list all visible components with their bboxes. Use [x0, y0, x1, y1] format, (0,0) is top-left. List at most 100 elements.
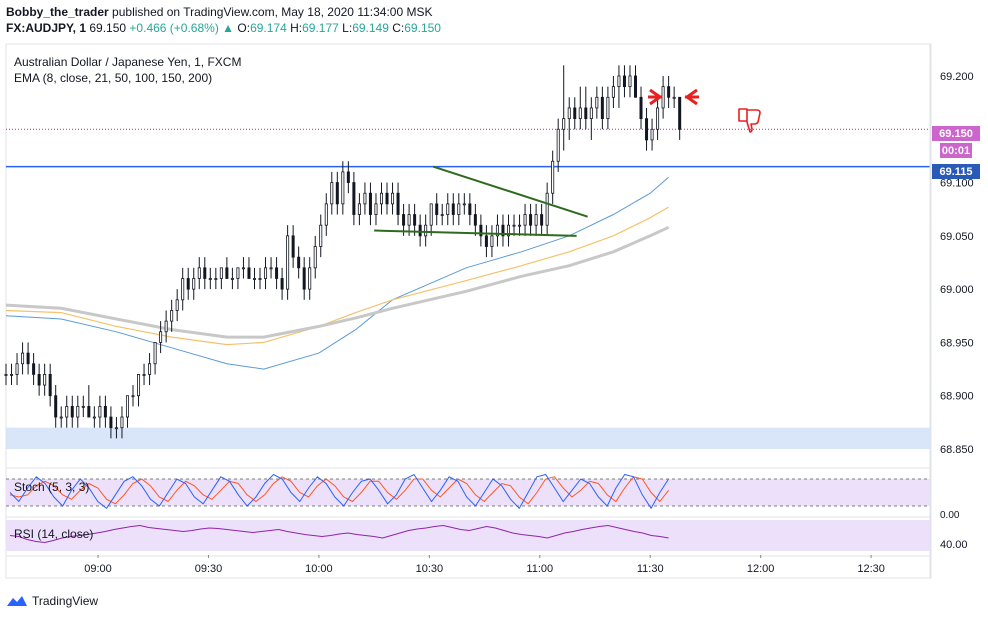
- candle: [4, 363, 8, 386]
- rsi-tick-label: 0.00: [940, 510, 960, 521]
- triangle-trendline-1[interactable]: [432, 165, 588, 218]
- stoch-legend: Stoch (5, 3, 3): [14, 480, 89, 494]
- candle: [280, 267, 284, 300]
- footer: TradingView: [6, 590, 98, 612]
- candle: [418, 214, 422, 247]
- candle: [247, 257, 251, 279]
- candle: [551, 150, 555, 204]
- candle: [297, 246, 301, 279]
- price-change: +0.466 (+0.68%): [129, 21, 219, 35]
- brand-name[interactable]: TradingView: [32, 594, 99, 608]
- candle: [523, 203, 527, 236]
- ema-line-0: [5, 176, 669, 370]
- support-zone: [6, 427, 930, 450]
- candle: [241, 257, 245, 279]
- candle: [617, 65, 621, 108]
- candle: [429, 203, 433, 236]
- candle: [21, 342, 25, 375]
- candle: [346, 161, 350, 194]
- candle: [567, 97, 571, 140]
- candle: [391, 182, 395, 215]
- stoch-k-line: [9, 473, 670, 510]
- candle: [529, 203, 533, 236]
- candle: [214, 267, 218, 290]
- thumbs-down-icon: [738, 108, 761, 133]
- candle: [120, 406, 124, 439]
- y-tick-label: 69.000: [940, 284, 974, 296]
- last-price: 69.150: [89, 21, 127, 35]
- candle: [186, 267, 190, 300]
- candle: [319, 214, 323, 258]
- publish-line: Bobby_the_trader published on TradingVie…: [6, 4, 982, 20]
- candle: [109, 406, 113, 439]
- rsi-band: [6, 520, 930, 551]
- low-label: L:: [342, 21, 353, 35]
- x-tick-label: 11:00: [526, 563, 553, 575]
- candle: [330, 171, 334, 215]
- candle: [10, 363, 14, 386]
- y-tick-label: 68.850: [940, 444, 974, 456]
- candle: [424, 214, 428, 247]
- candle: [181, 267, 185, 311]
- high-label: H:: [290, 21, 303, 35]
- close-label: C:: [392, 21, 405, 35]
- candle: [667, 75, 671, 108]
- candle: [65, 395, 69, 428]
- y-tick-label: 69.200: [940, 71, 974, 83]
- candle: [164, 310, 168, 343]
- rsi-line: [9, 524, 669, 544]
- stoch-band: [6, 479, 930, 506]
- last-price-tag: [932, 126, 980, 141]
- candle: [490, 225, 494, 258]
- candle: [335, 171, 339, 215]
- candle: [236, 267, 240, 290]
- candle: [678, 96, 682, 140]
- high-value: 69.177: [302, 21, 339, 35]
- last-price-tag-label: 69.150: [939, 128, 973, 140]
- arrow-left-icon: [684, 88, 699, 106]
- candle: [125, 395, 129, 428]
- candle: [512, 214, 516, 236]
- candle: [545, 182, 549, 236]
- candle: [672, 86, 676, 108]
- candle: [308, 257, 312, 300]
- candle: [656, 97, 660, 140]
- candle: [208, 267, 212, 290]
- x-tick-label: 10:00: [305, 563, 333, 575]
- candle: [518, 214, 522, 236]
- x-tick-label: 10:30: [416, 563, 444, 575]
- candle: [252, 267, 256, 290]
- tradingview-logo-icon[interactable]: [6, 594, 28, 608]
- chart-legend-title: Australian Dollar / Japanese Yen, 1, FXC…: [14, 55, 241, 69]
- candle: [562, 65, 566, 151]
- countdown-tag: [940, 143, 972, 158]
- candle: [192, 267, 196, 300]
- candle: [258, 267, 262, 290]
- candle: [37, 363, 41, 396]
- candle: [43, 363, 47, 396]
- triangle-trendline-0[interactable]: [374, 229, 577, 237]
- candle: [48, 363, 52, 407]
- candle: [413, 203, 417, 236]
- candle: [159, 321, 163, 354]
- candle: [219, 267, 223, 290]
- candle: [137, 374, 141, 407]
- candle: [114, 417, 118, 439]
- candle: [341, 161, 345, 215]
- candle: [175, 289, 179, 322]
- y-tick-label: 68.900: [940, 391, 974, 403]
- candle: [286, 225, 290, 300]
- candle: [484, 225, 488, 258]
- level-price-tag-label: 69.115: [939, 166, 972, 178]
- ema-line-1: [5, 206, 669, 346]
- candle: [633, 65, 638, 98]
- candle: [352, 171, 356, 226]
- candle: [457, 193, 461, 226]
- author-name[interactable]: Bobby_the_trader: [6, 5, 109, 19]
- candle: [501, 214, 505, 247]
- symbol-name[interactable]: FX:AUDJPY, 1: [6, 21, 87, 35]
- ema-line-2: [5, 225, 670, 339]
- candle: [661, 75, 665, 119]
- countdown-label: 00:01: [942, 145, 970, 157]
